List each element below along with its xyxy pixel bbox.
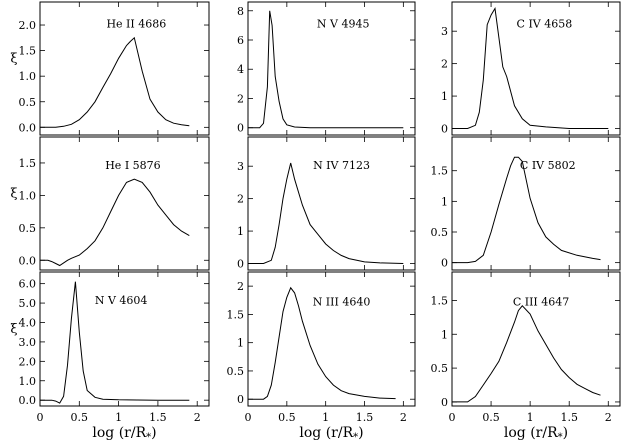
panel-frame	[451, 1, 621, 136]
y-tick-label: 0	[441, 123, 448, 136]
y-tick-label: 1.0	[19, 189, 37, 202]
series-line	[40, 281, 190, 404]
y-tick-label: 0.5	[431, 226, 449, 239]
y-tick-label: 2	[237, 280, 244, 293]
y-tick-label: 0.5	[227, 365, 245, 378]
y-tick-label: 0.0	[19, 121, 37, 134]
panel-label: He II 4686	[106, 17, 166, 30]
x-tick-label: 0.5	[482, 411, 500, 424]
panel-frame	[247, 1, 416, 136]
panel-label: C IV 4658	[517, 17, 573, 30]
y-tick-label: 8	[237, 5, 244, 18]
y-tick-label: 0	[237, 122, 244, 135]
panel-frame	[451, 271, 621, 407]
y-tick-label: 0.5	[19, 96, 37, 109]
y-axis-label: ξ	[10, 52, 17, 67]
panel-label: C IV 5802	[520, 159, 576, 172]
y-tick-label: 1.5	[431, 165, 449, 178]
y-tick-label: 2	[237, 193, 244, 206]
y-tick-label: 0.0	[19, 394, 37, 407]
x-tick-label: 1	[527, 411, 534, 424]
y-tick-label: 1.0	[19, 375, 37, 388]
y-tick-label: 3	[441, 25, 448, 38]
panel-frame	[39, 271, 210, 407]
y-axis-label: ξ	[10, 322, 17, 337]
x-tick-label: 1.5	[356, 411, 374, 424]
panel-label: N IV 7123	[313, 159, 370, 172]
y-tick-label: 1	[237, 337, 244, 350]
y-tick-label: 1.0	[19, 70, 37, 83]
y-tick-label: 3.0	[19, 336, 37, 349]
series-line	[40, 36, 190, 128]
x-tick-label: 0	[37, 411, 44, 424]
panel-frame	[451, 136, 621, 271]
series-line	[248, 162, 404, 264]
y-tick-label: 1	[441, 90, 448, 103]
panel-label: N V 4945	[317, 17, 370, 30]
y-tick-label: 1.5	[19, 157, 37, 170]
y-tick-label: 4	[237, 63, 244, 76]
y-tick-label: 6.0	[19, 278, 37, 291]
panel-label: C III 4647	[513, 295, 569, 308]
x-tick-label: 0.5	[71, 411, 89, 424]
x-tick-label: 0	[449, 411, 456, 424]
x-axis-label: log (r/R*)	[504, 425, 568, 442]
y-tick-label: 0	[441, 257, 448, 270]
panel-frame	[247, 271, 416, 407]
panel-label: N III 4640	[313, 295, 371, 308]
panel-frame	[39, 1, 210, 136]
x-tick-label: 0.5	[278, 411, 296, 424]
series-line	[452, 305, 601, 403]
y-tick-label: 2	[237, 92, 244, 105]
y-tick-label: 1	[237, 225, 244, 238]
y-tick-label: 1.5	[431, 294, 449, 307]
y-tick-label: 0	[237, 258, 244, 271]
panel-frame	[247, 136, 416, 271]
x-axis-label: log (r/R*)	[299, 425, 363, 442]
y-tick-label: 5.0	[19, 297, 37, 310]
panel-frame	[39, 136, 210, 271]
x-tick-label: 0	[245, 411, 252, 424]
y-tick-label: 6	[237, 34, 244, 47]
series-line	[40, 178, 190, 267]
x-tick-label: 1	[322, 411, 329, 424]
series-line	[452, 7, 609, 129]
y-tick-label: 0	[441, 396, 448, 409]
x-tick-label: 2	[605, 411, 612, 424]
y-tick-label: 1	[441, 195, 448, 208]
y-tick-label: 2.0	[19, 19, 37, 32]
x-tick-label: 1.5	[149, 411, 167, 424]
x-tick-label: 2	[194, 411, 201, 424]
y-axis-label: ξ	[10, 187, 17, 202]
panel-label: N V 4604	[95, 294, 148, 307]
x-tick-label: 1.5	[560, 411, 578, 424]
y-tick-label: 0.5	[431, 362, 449, 375]
series-line	[248, 286, 396, 400]
y-tick-label: 2	[441, 58, 448, 71]
y-tick-label: 4.0	[19, 316, 37, 329]
y-tick-label: 1.5	[227, 308, 245, 321]
y-tick-label: 0	[237, 393, 244, 406]
y-tick-label: 3	[237, 160, 244, 173]
y-tick-label: 1.5	[19, 45, 37, 58]
x-tick-label: 2	[400, 411, 407, 424]
y-tick-label: 0.5	[19, 222, 37, 235]
x-tick-label: 1	[115, 411, 122, 424]
panel-label: He I 5876	[105, 159, 160, 172]
y-tick-label: 0.0	[19, 254, 37, 267]
y-tick-label: 2.0	[19, 355, 37, 368]
y-tick-label: 1	[441, 328, 448, 341]
series-line	[452, 156, 601, 264]
x-axis-label: log (r/R*)	[92, 425, 156, 442]
series-line	[248, 10, 404, 129]
